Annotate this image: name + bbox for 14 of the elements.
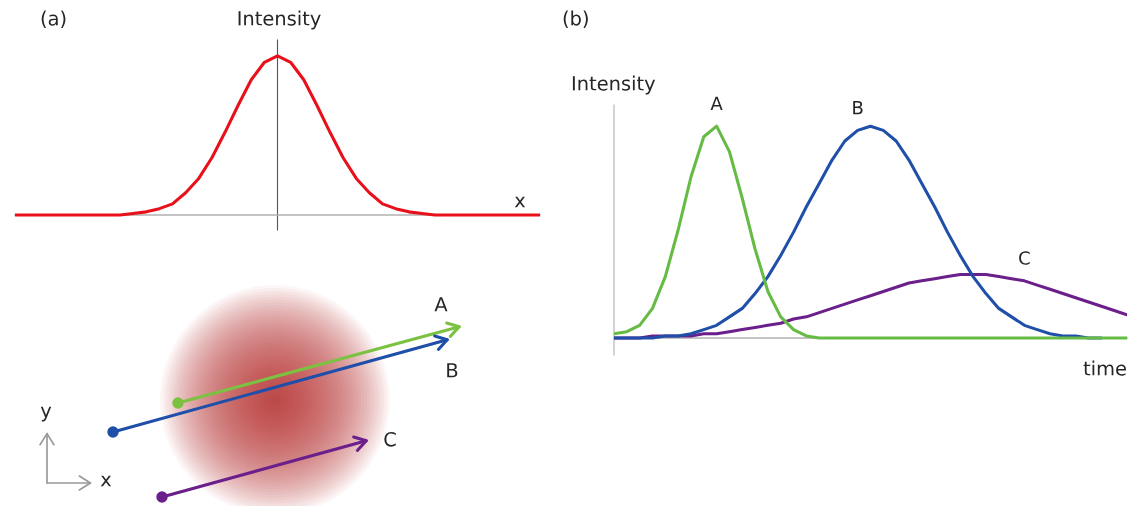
series-label: C: [1019, 251, 1030, 265]
text: B: [447, 363, 458, 378]
series-label: B: [853, 101, 863, 115]
text: C: [384, 431, 396, 447]
y-axis-title: Intensity: [572, 75, 656, 95]
text: A: [434, 297, 448, 312]
y-axis-title: Intensity: [238, 10, 321, 30]
text: x: [100, 475, 112, 487]
x-axis-title: time: [1083, 360, 1126, 376]
series-label: A: [710, 96, 723, 110]
text: y: [40, 406, 52, 422]
chart-title: (a): [41, 10, 66, 28]
chart-title: (b): [563, 10, 588, 28]
x-axis-title: x: [514, 196, 526, 208]
